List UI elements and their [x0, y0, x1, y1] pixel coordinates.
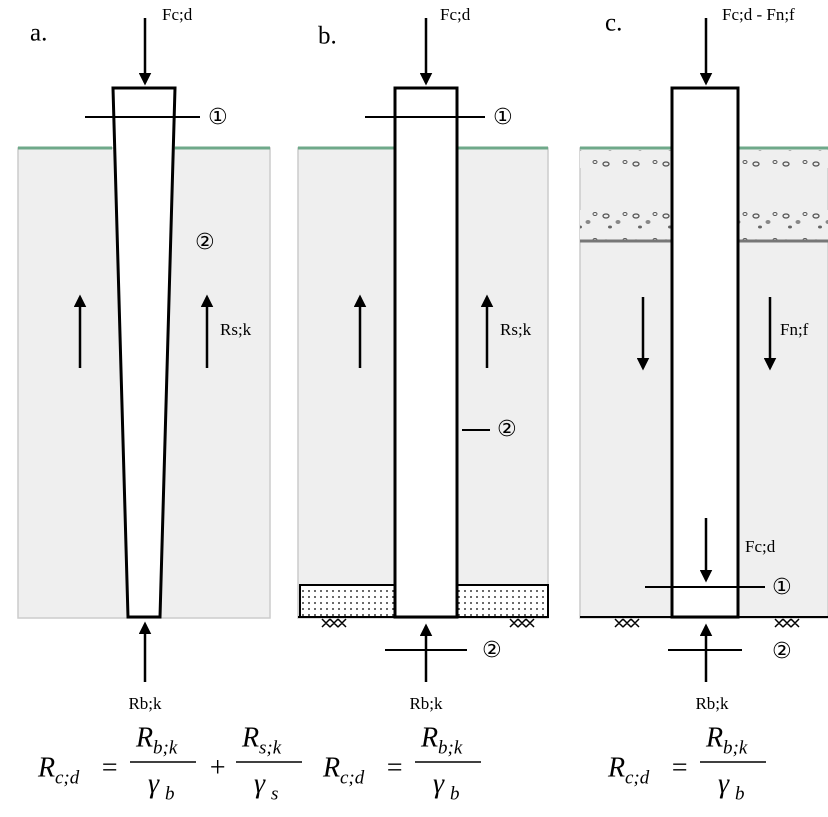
panel-label: a.	[30, 20, 47, 47]
resistance-label: Rb;k	[409, 694, 443, 713]
formula-symbol-subscript: c;d	[55, 767, 80, 788]
resistance-label: Rs;k	[220, 320, 252, 339]
marker: ②	[497, 417, 517, 442]
formula-symbol: R	[322, 752, 340, 783]
marker: ①	[772, 575, 792, 600]
formula-operator: =	[100, 752, 119, 783]
formula-symbol: R	[37, 752, 55, 783]
hatch	[614, 618, 800, 628]
formula-symbol-subscript: s;k	[259, 737, 282, 758]
resistance-label: Rb;k	[695, 694, 729, 713]
formula-symbol-subscript: c;d	[625, 767, 650, 788]
marker: ①	[208, 105, 228, 130]
formula-symbol: R	[607, 752, 625, 783]
formula-symbol: γ	[254, 768, 266, 799]
formula-symbol-subscript: b	[735, 783, 745, 804]
marker: ②	[482, 638, 502, 663]
formula-symbol: γ	[433, 768, 445, 799]
load-label: Fc;d - Fn;f	[722, 5, 795, 24]
formula-operator: =	[385, 752, 404, 783]
formula-symbol-subscript: b;k	[153, 737, 178, 758]
marker: ①	[493, 105, 513, 130]
pile	[393, 86, 459, 619]
formula-symbol-subscript: b;k	[723, 737, 748, 758]
formula-symbol-subscript: s	[271, 783, 278, 804]
resistance-label: Rs;k	[500, 320, 532, 339]
panel-label: c.	[605, 10, 622, 37]
formula-symbol: γ	[148, 768, 160, 799]
sand-layer	[299, 584, 396, 618]
formula-symbol-subscript: b;k	[438, 737, 463, 758]
sand-layer	[456, 584, 549, 618]
load-label: Fc;d	[745, 537, 776, 556]
formula-operator: +	[208, 752, 227, 783]
formula-symbol-subscript: b	[165, 783, 175, 804]
formula-symbol-subscript: b	[450, 783, 460, 804]
marker: ②	[195, 230, 215, 255]
resistance-label: Rb;k	[128, 694, 162, 713]
formula-symbol: R	[135, 722, 153, 753]
formula-symbol: R	[241, 722, 259, 753]
formula-symbol: R	[420, 722, 438, 753]
marker: ②	[772, 639, 792, 664]
panel-label: b.	[318, 23, 337, 50]
panel-c: c. Fc;d - Fn;f Fn;f Fc;d ① ② Rb;k	[579, 5, 828, 713]
panel-a: a. Fc;d ① ② Rs;k Rb;k	[17, 5, 271, 713]
formula-symbol: R	[705, 722, 723, 753]
friction-label: Fn;f	[780, 320, 809, 339]
formula-symbol: γ	[718, 768, 730, 799]
formula-symbol-subscript: c;d	[340, 767, 365, 788]
panel-b: b. Fc;d ① ② ② Rs;k Rb;k	[297, 5, 549, 713]
load-label: Fc;d	[440, 5, 471, 24]
hatch	[321, 618, 535, 628]
formula-operator: =	[670, 752, 689, 783]
pile	[111, 86, 177, 619]
load-label: Fc;d	[162, 5, 193, 24]
